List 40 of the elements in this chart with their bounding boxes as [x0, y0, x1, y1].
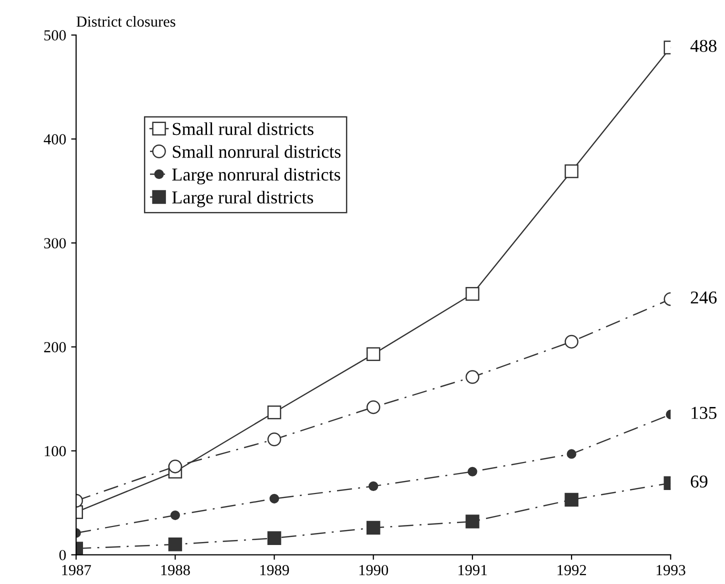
point	[564, 492, 578, 507]
data-label: 135	[692, 406, 716, 419]
legend-label: Small nonrural districts	[172, 145, 341, 158]
legend-label: Large rural districts	[172, 190, 314, 208]
point	[564, 164, 578, 178]
point	[564, 334, 578, 349]
y-tick-label: 500	[44, 30, 66, 40]
point	[466, 370, 480, 384]
data-label: 246	[690, 291, 717, 304]
data-label: 69	[690, 475, 708, 488]
legend-label: Large nonrural districts	[172, 168, 340, 184]
y-tick-label: 200	[44, 342, 66, 352]
point	[466, 287, 480, 301]
y-tick-label: 300	[44, 238, 66, 248]
point	[270, 494, 280, 504]
point	[366, 347, 380, 362]
x-tick-label: 1990	[359, 564, 388, 576]
point	[267, 406, 282, 420]
data-label: 488	[690, 40, 716, 52]
point	[267, 531, 282, 546]
y-tick-label: 400	[44, 134, 66, 144]
point	[366, 520, 380, 535]
point	[468, 466, 478, 476]
legend-label: Small rural districts	[172, 122, 314, 136]
x-tick-label: 1988	[161, 564, 190, 576]
y-axis-title: District closures	[76, 16, 176, 27]
point	[368, 481, 378, 491]
point	[267, 432, 282, 446]
point	[168, 538, 182, 552]
y-tick-label: 100	[44, 446, 66, 456]
x-tick-label: 1993	[656, 565, 686, 576]
x-tick-label: 1989	[260, 564, 289, 576]
x-tick-label: 1991	[458, 565, 487, 576]
point	[168, 460, 182, 474]
y-tick-label: 0	[59, 550, 66, 560]
point	[466, 514, 480, 528]
point	[566, 449, 576, 459]
point	[366, 400, 380, 414]
x-tick-label: 1987	[62, 564, 91, 576]
x-tick-label: 1992	[558, 565, 586, 576]
